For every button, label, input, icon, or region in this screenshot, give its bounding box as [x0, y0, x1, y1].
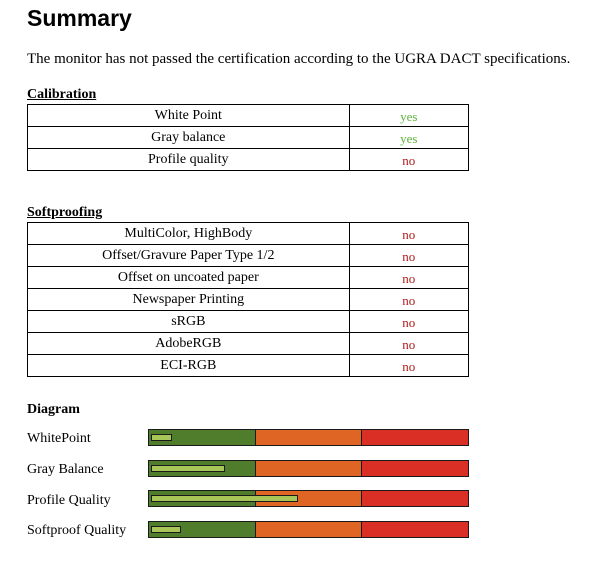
bar-zone-medium [254, 522, 362, 537]
criterion-name: AdobeRGB [27, 332, 350, 355]
table-row: Profile quality no [27, 148, 470, 171]
criterion-name: Offset on uncoated paper [27, 266, 350, 289]
diagram-label-softproof-quality: Softproof Quality [27, 523, 127, 538]
criterion-result: no [349, 244, 470, 267]
criterion-result: no [349, 266, 470, 289]
bar-zone-bad [361, 430, 469, 445]
criterion-name: Profile quality [27, 148, 350, 171]
criterion-name: White Point [27, 104, 350, 127]
calibration-heading: Calibration [27, 87, 97, 102]
table-row: sRGB no [27, 310, 470, 333]
diagram-label-whitepoint: WhitePoint [27, 431, 91, 446]
table-row: Newspaper Printing no [27, 288, 470, 311]
softproofing-table: MultiColor, HighBody no Offset/Gravure P… [27, 222, 470, 377]
criterion-result: no [349, 332, 470, 355]
bar-zone-good [149, 430, 255, 445]
criterion-name: sRGB [27, 310, 350, 333]
bar-zone-bad [361, 461, 469, 476]
calibration-table: White Point yes Gray balance yes Profile… [27, 104, 470, 171]
criterion-result: no [349, 310, 470, 333]
quality-bar-softproof-quality [148, 521, 469, 538]
quality-indicator [151, 434, 172, 441]
criterion-result: no [349, 288, 470, 311]
criterion-name: Gray balance [27, 126, 350, 149]
diagram-heading: Diagram [27, 402, 80, 417]
quality-bar-whitepoint [148, 429, 469, 446]
quality-bar-gray-balance [148, 460, 469, 477]
quality-indicator [151, 526, 181, 533]
bar-zone-good [149, 522, 255, 537]
table-row: Gray balance yes [27, 126, 470, 149]
table-row: MultiColor, HighBody no [27, 222, 470, 245]
criterion-name: Newspaper Printing [27, 288, 350, 311]
bar-zone-medium [254, 430, 362, 445]
bar-zone-bad [361, 491, 469, 506]
criterion-result: no [349, 222, 470, 245]
criterion-result: yes [349, 104, 470, 127]
quality-indicator [151, 465, 225, 472]
criterion-result: yes [349, 126, 470, 149]
table-row: Offset on uncoated paper no [27, 266, 470, 289]
criterion-name: Offset/Gravure Paper Type 1/2 [27, 244, 350, 267]
table-row: Offset/Gravure Paper Type 1/2 no [27, 244, 470, 267]
criterion-result: no [349, 354, 470, 377]
quality-bar-profile-quality [148, 490, 469, 507]
table-row: AdobeRGB no [27, 332, 470, 355]
table-row: White Point yes [27, 104, 470, 127]
criterion-name: ECI-RGB [27, 354, 350, 377]
certification-result-text: The monitor has not passed the certifica… [27, 51, 571, 67]
criterion-result: no [349, 148, 470, 171]
quality-indicator [151, 495, 298, 502]
softproofing-heading: Softproofing [27, 205, 103, 220]
diagram-label-gray-balance: Gray Balance [27, 462, 104, 477]
table-row: ECI-RGB no [27, 354, 470, 377]
bar-zone-medium [254, 461, 362, 476]
page-title: Summary [27, 5, 132, 31]
bar-zone-bad [361, 522, 469, 537]
criterion-name: MultiColor, HighBody [27, 222, 350, 245]
diagram-label-profile-quality: Profile Quality [27, 493, 111, 508]
